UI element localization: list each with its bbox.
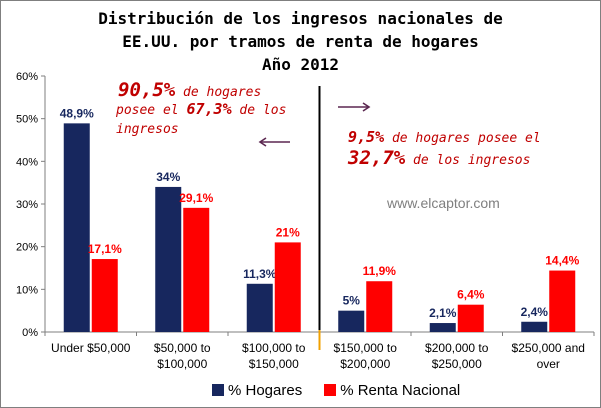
legend-item-hogares: % Hogares bbox=[212, 382, 302, 399]
data-label-renta: 29,1% bbox=[179, 191, 213, 205]
bar-renta bbox=[91, 259, 118, 332]
legend-item-renta: % Renta Nacional bbox=[324, 382, 460, 399]
bar-hogares bbox=[63, 123, 90, 332]
data-label-renta: 6,4% bbox=[457, 288, 485, 302]
x-tick-label: over bbox=[537, 357, 560, 371]
data-label-hogares: 5% bbox=[343, 294, 361, 308]
y-tick-label: 30% bbox=[16, 199, 38, 211]
y-tick-label: 10% bbox=[16, 284, 38, 296]
y-tick-label: 50% bbox=[16, 114, 38, 126]
y-tick-label: 20% bbox=[16, 242, 38, 254]
annotation-right: 9,5% de hogares posee el 32,7% de los in… bbox=[348, 127, 541, 169]
x-tick-label: $200,000 bbox=[340, 357, 390, 371]
arrow-right-head bbox=[362, 102, 371, 112]
bar-hogares bbox=[155, 186, 182, 332]
data-label-renta: 11,9% bbox=[363, 264, 397, 278]
x-tick-label: $50,000 to bbox=[154, 341, 211, 355]
data-label-renta: 17,1% bbox=[88, 242, 122, 256]
chart-title-line-2: EE.UU. por tramos de renta de hogares bbox=[122, 32, 479, 51]
annotation-right-pct1: 9,5% bbox=[348, 128, 385, 146]
annotation-left: 90,5% de hogares posee el 67,3% de los i… bbox=[116, 79, 287, 137]
bar-renta bbox=[274, 242, 301, 332]
legend-swatch-hogares bbox=[212, 384, 224, 396]
bar-hogares bbox=[246, 283, 273, 332]
annotation-left-text2: posee el bbox=[116, 103, 187, 118]
bar-renta bbox=[549, 270, 576, 332]
annotation-left-pct1: 90,5% bbox=[118, 79, 176, 101]
y-tick-label: 0% bbox=[22, 327, 38, 339]
data-label-hogares: 2,4% bbox=[521, 305, 549, 319]
x-tick-label: $100,000 to bbox=[242, 341, 306, 355]
bar-renta bbox=[183, 207, 210, 332]
legend-label-renta: % Renta Nacional bbox=[340, 381, 461, 399]
x-tick-label: $250,000 and bbox=[512, 341, 585, 355]
data-label-renta: 21% bbox=[276, 225, 300, 239]
watermark: www.elcaptor.com bbox=[387, 195, 500, 211]
x-tick-label: Under $50,000 bbox=[51, 341, 131, 355]
x-tick-label: $150,000 bbox=[249, 357, 299, 371]
annotation-left-text3: de los bbox=[231, 103, 287, 118]
x-tick-label: $200,000 to bbox=[425, 341, 489, 355]
data-label-hogares: 2,1% bbox=[429, 306, 457, 320]
annotation-right-pct2: 32,7% bbox=[348, 147, 406, 169]
bar-hogares bbox=[338, 310, 365, 332]
chart-title-line-3: Año 2012 bbox=[261, 55, 340, 74]
annotation-left-text1: de hogares bbox=[175, 85, 262, 100]
data-label-hogares: 34% bbox=[156, 170, 180, 184]
bar-renta bbox=[366, 281, 393, 332]
bar-renta bbox=[457, 304, 484, 332]
y-tick-label: 40% bbox=[16, 156, 38, 168]
y-tick-label: 60% bbox=[16, 71, 38, 83]
bar-hogares bbox=[521, 321, 548, 332]
chart-title-line-1: Distribución de los ingresos nacionales … bbox=[98, 9, 503, 28]
data-label-hogares: 48,9% bbox=[60, 106, 94, 120]
bar-hogares bbox=[429, 323, 456, 332]
annotation-right-text2: de los ingresos bbox=[405, 153, 531, 168]
arrow-left-head bbox=[258, 137, 267, 147]
legend-label-hogares: % Hogares bbox=[228, 381, 303, 399]
legend-swatch-renta bbox=[324, 384, 337, 396]
annotation-left-text4: ingresos bbox=[116, 122, 179, 137]
x-tick-label: $250,000 bbox=[432, 357, 482, 371]
annotation-left-pct2: 67,3% bbox=[186, 100, 232, 118]
x-tick-label: $100,000 bbox=[157, 357, 207, 371]
legend: % Hogares % Renta Nacional bbox=[212, 380, 482, 400]
data-label-hogares: 11,3% bbox=[243, 267, 277, 281]
annotation-right-text1: de hogares posee el bbox=[384, 131, 541, 146]
x-tick-label: $150,000 to bbox=[334, 341, 398, 355]
data-label-renta: 14,4% bbox=[545, 254, 579, 268]
